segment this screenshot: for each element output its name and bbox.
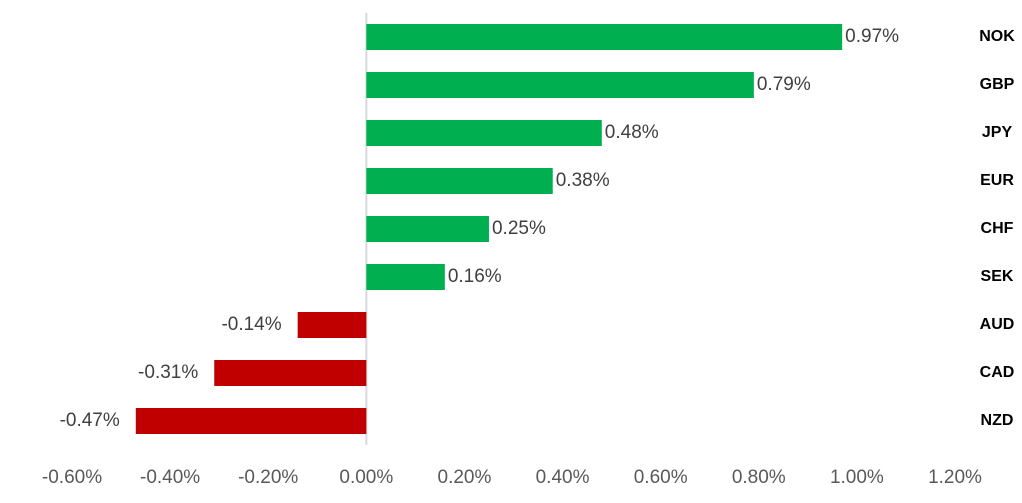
value-label: 0.25% xyxy=(492,218,546,239)
x-tick-label: 1.20% xyxy=(928,467,982,488)
value-label: 0.79% xyxy=(757,74,811,95)
bar xyxy=(366,264,445,290)
x-tick-label: -0.40% xyxy=(140,467,200,488)
value-label: -0.31% xyxy=(138,362,198,383)
x-tick-label: -0.20% xyxy=(238,467,298,488)
category-label: CHF xyxy=(981,220,1014,237)
x-tick-label: -0.60% xyxy=(42,467,102,488)
value-label: -0.14% xyxy=(221,314,281,335)
category-label: NZD xyxy=(981,412,1014,429)
bar xyxy=(135,408,367,434)
x-tick-label: 1.00% xyxy=(830,467,884,488)
x-tick-label: 0.60% xyxy=(634,467,688,488)
bar xyxy=(297,312,367,338)
bar xyxy=(366,120,602,146)
x-tick-label: 0.20% xyxy=(438,467,492,488)
x-tick-label: 0.40% xyxy=(536,467,590,488)
bar xyxy=(366,216,489,242)
bar xyxy=(214,360,367,386)
category-label: SEK xyxy=(981,268,1014,285)
category-label: AUD xyxy=(980,316,1015,333)
bar xyxy=(366,24,843,50)
value-label: 0.38% xyxy=(556,170,610,191)
value-label: -0.47% xyxy=(60,410,120,431)
value-label: 0.48% xyxy=(605,122,659,143)
x-tick-label: 0.80% xyxy=(732,467,786,488)
category-label: NOK xyxy=(979,28,1015,45)
bar xyxy=(366,168,553,194)
category-label: JPY xyxy=(982,124,1013,141)
category-label: CAD xyxy=(980,364,1015,381)
x-tick-label: 0.00% xyxy=(339,467,393,488)
value-label: 0.97% xyxy=(845,26,899,47)
bar xyxy=(366,72,754,98)
category-label: GBP xyxy=(980,76,1015,93)
value-label: 0.16% xyxy=(448,266,502,287)
category-label: EUR xyxy=(980,172,1014,189)
